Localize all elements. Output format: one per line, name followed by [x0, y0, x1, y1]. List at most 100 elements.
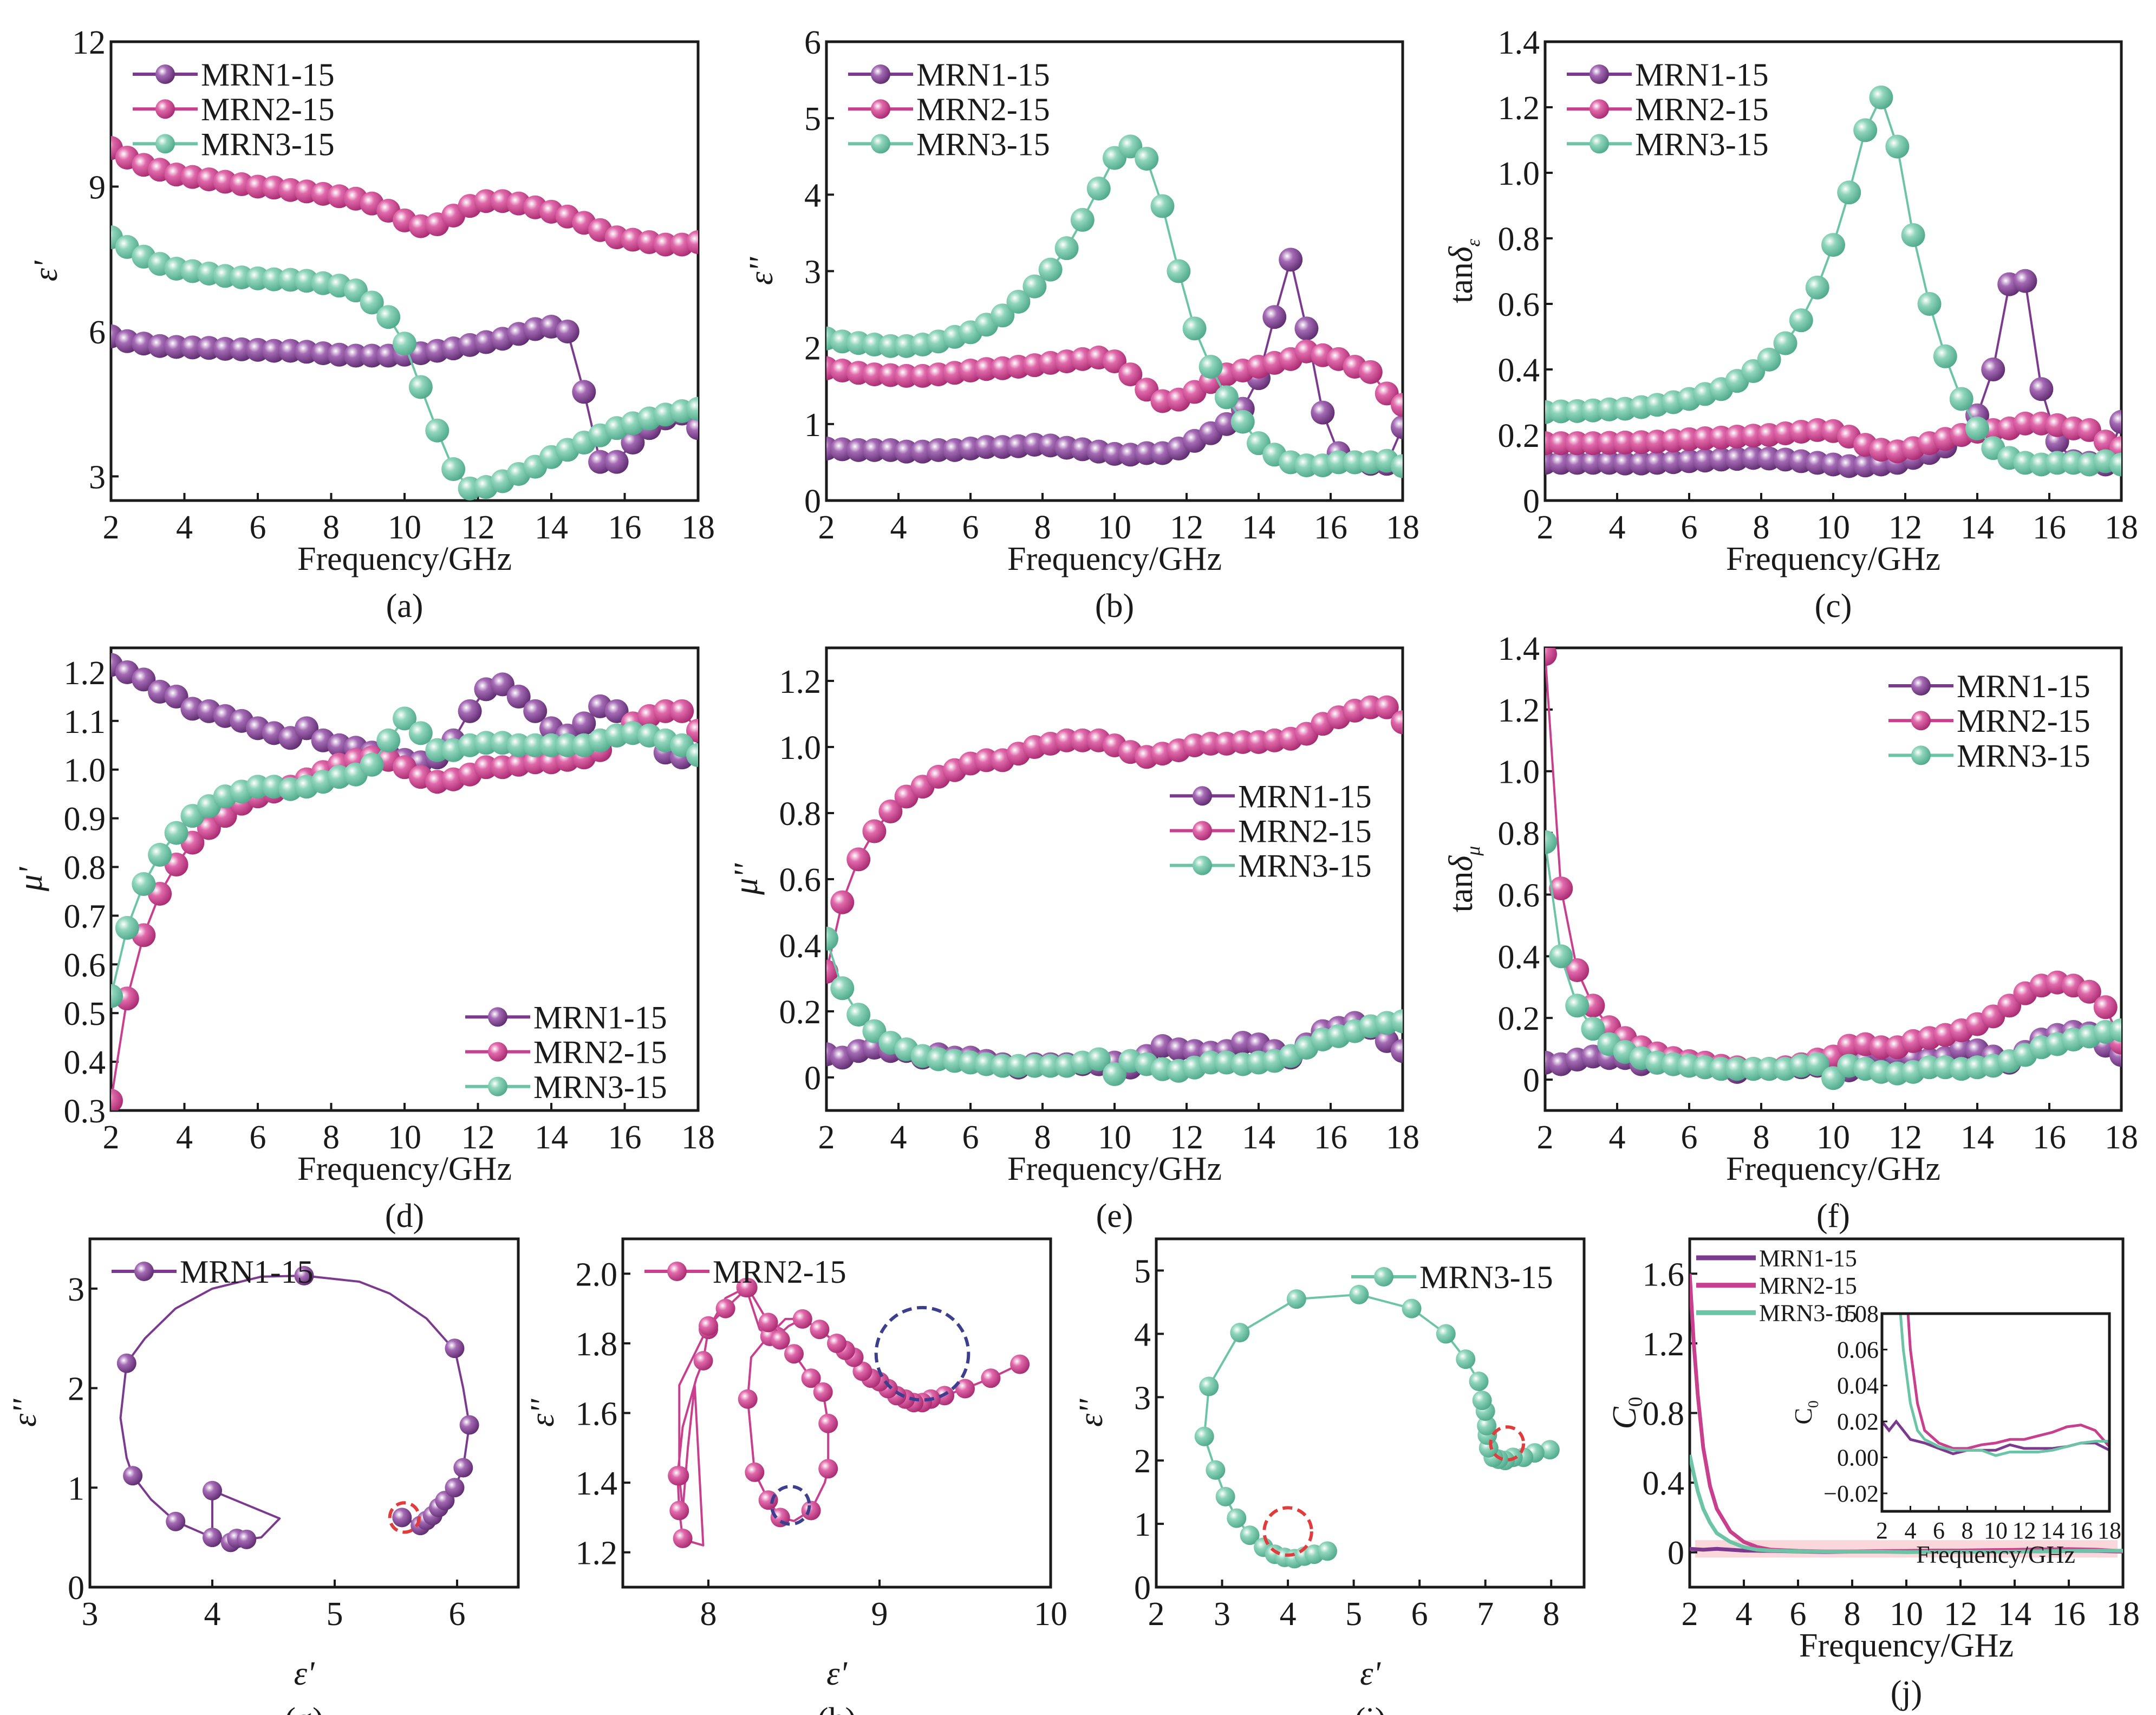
data-point [166, 1511, 186, 1531]
inset-y-tick-label: 0.06 [1837, 1336, 1879, 1363]
y-tick-label: 0.6 [64, 947, 106, 984]
data-point [830, 976, 855, 1001]
y-tick-label: 0.8 [1643, 1396, 1685, 1433]
y-tick-label: 1.6 [576, 1396, 618, 1433]
data-point [360, 752, 384, 777]
y-tick-label: 1.0 [1498, 754, 1540, 791]
panel-h: 8 9 10 1.2 1.4 1.6 1.8 2.0 ε' ε'' (h) MRN2-15 [524, 1237, 1067, 1715]
data-point [1549, 944, 1573, 969]
legend-item: MRN3-15 [465, 1069, 667, 1105]
series-group [1194, 1284, 1560, 1569]
data-point [686, 416, 698, 440]
series-group [826, 695, 1403, 1086]
legend-label: MRN1-15 [533, 999, 667, 1035]
x-tick-label: 12 [1888, 1119, 1922, 1156]
legend-label: MRN1-15 [916, 57, 1050, 93]
x-tick-label: 4 [1280, 1596, 1297, 1633]
legend-label: MRN2-15 [533, 1035, 667, 1070]
panel-label: (i) [1354, 1701, 1386, 1715]
data-point [1318, 1541, 1337, 1561]
legend-marker [871, 64, 890, 84]
y-tick-label: 0.3 [64, 1093, 106, 1130]
legend-item: MRN1-15 [1888, 668, 2090, 704]
x-axis-title: Frequency/GHz [1726, 541, 1940, 577]
x-tick-label: 16 [2052, 1596, 2086, 1633]
y-tick-label: 1.2 [1498, 90, 1540, 127]
data-point [1086, 177, 1111, 201]
x-tick-label: 7 [1477, 1596, 1494, 1633]
data-point [588, 450, 613, 474]
y-tick-label: 1.2 [779, 664, 822, 700]
data-point [818, 1413, 838, 1433]
data-point [1391, 415, 1403, 439]
x-tick-label: 4 [1609, 1119, 1626, 1156]
series-group [1545, 85, 2121, 478]
data-point [1581, 1017, 1605, 1041]
x-axis-title: ε' [1360, 1655, 1381, 1692]
data-point [852, 1361, 872, 1381]
x-tick-label: 3 [82, 1596, 99, 1633]
x-tick-label: 12 [1170, 509, 1203, 546]
data-point [123, 1466, 143, 1486]
x-tick-label: 2 [818, 509, 835, 546]
legend-label: MRN2-15 [1635, 92, 1769, 127]
x-tick-label: 14 [1242, 1119, 1275, 1156]
data-point [1477, 1415, 1497, 1435]
data-point [555, 319, 579, 343]
panel-label: (h) [817, 1701, 856, 1715]
legend-item: MRN3-15 [1170, 848, 1372, 884]
legend-marker [155, 64, 175, 84]
inset-x-tick-label: 8 [1962, 1517, 1973, 1544]
data-point [116, 1353, 136, 1373]
x-tick-label: 12 [461, 1119, 495, 1156]
panel-label: (j) [1891, 1674, 1923, 1711]
y-tick-label: 4 [804, 177, 821, 214]
data-point [1118, 362, 1143, 387]
data-point [555, 733, 579, 757]
inset-x-tick-label: 16 [2069, 1517, 2093, 1544]
inset-x-tick-label: 6 [1933, 1517, 1945, 1544]
data-point [1901, 223, 1925, 247]
data-point [474, 731, 498, 755]
data-point [1358, 360, 1383, 384]
x-tick-label: 8 [1753, 509, 1770, 546]
legend-label: MRN1-15 [1238, 778, 1372, 814]
x-tick-label: 4 [890, 1119, 907, 1156]
legend-marker [1193, 855, 1212, 875]
panel-c: 2 4 6 8 10 12 14 16 18 0 0.2 0.4 0.6 0.8 1.0 1.2 1.4 Freq… [1443, 24, 2138, 625]
inset-y-tick-label: 0.00 [1837, 1444, 1879, 1471]
y-tick-label: 1.4 [576, 1465, 618, 1502]
dashed-circle-annotation [1262, 1506, 1313, 1557]
x-tick-label: 14 [1998, 1596, 2031, 1633]
data-point [1391, 393, 1403, 417]
y-tick-label: 0.6 [1498, 287, 1540, 323]
y-tick-label: 2 [68, 1371, 84, 1408]
y-tick-label: 6 [804, 24, 821, 61]
data-point [1198, 354, 1223, 379]
legend-marker [667, 1262, 687, 1281]
legend: MRN1-15 [112, 1254, 314, 1290]
y-tick-label: 3 [804, 254, 821, 291]
data-point [1821, 233, 1845, 257]
legend-marker [488, 1042, 507, 1062]
legend-item: MRN2-15 [1696, 1272, 1857, 1299]
data-point [111, 984, 123, 1008]
legend-marker [871, 134, 890, 154]
data-point [1545, 648, 1557, 666]
data-point [1194, 1426, 1214, 1446]
legend-marker [1590, 134, 1609, 154]
x-tick-label: 14 [1960, 509, 1994, 546]
legend-item: MRN2-15 [1888, 703, 2090, 739]
data-point [1391, 710, 1403, 735]
x-tick-label: 6 [1411, 1596, 1428, 1633]
y-tick-label: 0.4 [64, 1044, 106, 1081]
legend-label: MRN1-15 [1635, 57, 1769, 93]
x-tick-label: 14 [535, 1119, 568, 1156]
legend-item: MRN3-15 [133, 126, 335, 162]
y-tick-label: 1.2 [576, 1535, 618, 1572]
data-point [715, 1298, 735, 1318]
data-point [2109, 452, 2121, 477]
